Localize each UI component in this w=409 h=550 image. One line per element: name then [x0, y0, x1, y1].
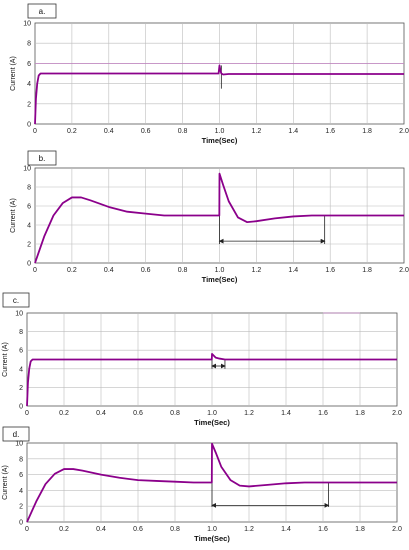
y-tick-label: 10 — [23, 21, 31, 28]
x-tick-label: 0.6 — [133, 410, 143, 417]
x-tick-label: 2.0 — [392, 526, 402, 533]
x-tick-label: 2.0 — [399, 128, 409, 135]
x-tick-label: 1.4 — [281, 410, 291, 417]
x-tick-label: 1.4 — [288, 128, 298, 135]
y-tick-label: 0 — [27, 261, 31, 268]
y-tick-label: 10 — [15, 311, 23, 318]
current-series-line — [26, 442, 397, 523]
x-tick-label: 0.6 — [141, 267, 151, 274]
panel-label: a. — [39, 7, 46, 16]
x-tick-label: 1.2 — [244, 410, 254, 417]
y-tick-label: 4 — [27, 81, 31, 88]
panel-label-box — [2, 426, 30, 442]
y-tick-label: 8 — [19, 329, 23, 336]
x-tick-label: 1.0 — [215, 128, 225, 135]
y-tick-label: 0 — [19, 404, 23, 411]
x-tick-label: 2.0 — [399, 267, 409, 274]
x-tick-label: 1.0 — [207, 526, 217, 533]
x-tick-label: 0.4 — [104, 267, 114, 274]
y-tick-label: 2 — [19, 385, 23, 392]
x-tick-label: 1.4 — [281, 526, 291, 533]
x-tick-label: 0 — [25, 410, 29, 417]
y-tick-label: 0 — [19, 520, 23, 527]
panel-label: c. — [13, 296, 19, 305]
x-tick-label: 0.2 — [59, 526, 69, 533]
x-axis-label: Time(Sec) — [202, 275, 238, 284]
y-tick-label: 2 — [19, 504, 23, 511]
x-tick-label: 1.2 — [244, 526, 254, 533]
panel-label-box — [27, 3, 57, 19]
x-tick-label: 0.6 — [133, 526, 143, 533]
x-tick-label: 1.8 — [362, 267, 372, 274]
current-series-line — [26, 353, 397, 407]
x-tick-label: 0 — [25, 526, 29, 533]
x-tick-label: 0 — [33, 128, 37, 135]
y-tick-label: 2 — [27, 101, 31, 108]
y-tick-label: 4 — [19, 366, 23, 373]
x-tick-label: 2.0 — [392, 410, 402, 417]
y-tick-label: 4 — [27, 223, 31, 230]
x-tick-label: 1.6 — [325, 128, 335, 135]
y-tick-label: 10 — [15, 441, 23, 448]
panel-label: d. — [13, 430, 20, 439]
y-tick-label: 6 — [19, 472, 23, 479]
x-tick-label: 0.4 — [96, 526, 106, 533]
x-tick-label: 0.4 — [104, 128, 114, 135]
x-tick-label: 0.2 — [67, 128, 77, 135]
x-tick-label: 1.0 — [215, 267, 225, 274]
x-tick-label: 1.6 — [318, 410, 328, 417]
y-axis-label: Current (A) — [2, 342, 9, 377]
x-tick-label: 0.8 — [170, 526, 180, 533]
x-tick-label: 1.0 — [207, 410, 217, 417]
x-tick-label: 1.6 — [325, 267, 335, 274]
x-axis-label: Time(Sec) — [202, 136, 238, 145]
y-tick-label: 4 — [19, 488, 23, 495]
y-tick-label: 10 — [23, 166, 31, 173]
x-tick-label: 1.2 — [252, 267, 262, 274]
y-tick-label: 6 — [19, 348, 23, 355]
x-tick-label: 0.8 — [170, 410, 180, 417]
x-axis-label: Time(Sec) — [194, 534, 230, 543]
y-axis-label: Current (A) — [2, 465, 9, 500]
y-tick-label: 6 — [27, 61, 31, 68]
y-tick-label: 8 — [27, 185, 31, 192]
x-tick-label: 0.8 — [178, 267, 188, 274]
x-tick-label: 1.8 — [355, 410, 365, 417]
y-tick-label: 2 — [27, 242, 31, 249]
panel-label: b. — [39, 154, 46, 163]
x-tick-label: 1.8 — [362, 128, 372, 135]
panel-label-box — [27, 150, 57, 166]
x-tick-label: 0.6 — [141, 128, 151, 135]
x-tick-label: 0.2 — [59, 410, 69, 417]
current-series-line — [34, 172, 404, 264]
y-axis-label: Current (A) — [10, 56, 17, 91]
y-tick-label: 8 — [19, 456, 23, 463]
x-tick-label: 1.8 — [355, 526, 365, 533]
x-tick-label: 1.6 — [318, 526, 328, 533]
x-tick-label: 0.2 — [67, 267, 77, 274]
y-axis-label: Current (A) — [10, 198, 17, 233]
current-series-line — [34, 64, 404, 125]
y-tick-label: 8 — [27, 41, 31, 48]
x-tick-label: 0.4 — [96, 410, 106, 417]
x-tick-label: 0.8 — [178, 128, 188, 135]
x-tick-label: 1.4 — [288, 267, 298, 274]
y-tick-label: 6 — [27, 204, 31, 211]
y-tick-label: 0 — [27, 122, 31, 129]
x-tick-label: 0 — [33, 267, 37, 274]
x-axis-label: Time(Sec) — [194, 418, 230, 427]
x-tick-label: 1.2 — [252, 128, 262, 135]
panel-label-box — [2, 292, 30, 308]
